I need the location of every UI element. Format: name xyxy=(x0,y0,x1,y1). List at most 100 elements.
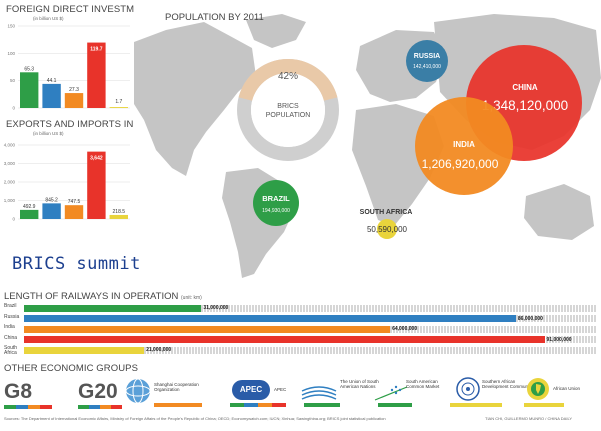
bubble-china-value: 1,348,120,000 xyxy=(482,98,568,113)
bubble-south-africa-value: 50,590,000 xyxy=(367,225,408,234)
sadc-label: Southern African Development Community xyxy=(482,379,533,389)
population-title: POPULATION BY 2011 xyxy=(165,12,264,23)
mercosur-emblem-icon xyxy=(374,385,408,401)
population-map: POPULATION BY 2011 42% BRICS POPULATION … xyxy=(134,0,601,283)
landmass-greenland xyxy=(246,14,306,48)
bubble-south-africa: SOUTH AFRICA 50,590,000 xyxy=(360,209,413,239)
bubble-brazil-name: BRAZIL xyxy=(262,194,290,203)
donut-label-line1: BRICS xyxy=(277,103,299,110)
fdi-chart: 150 100 50 0 65.3 44.1 27.3 119.7 1.7 xyxy=(7,24,130,111)
african-union-label: African Union xyxy=(553,386,581,391)
fdi-bar-russia xyxy=(42,83,61,108)
railway-value-label: 91,000,000 xyxy=(546,336,572,343)
railway-country-label: India xyxy=(4,324,15,330)
trade-chart: 4,000 3,000 2,000 1,000 0 492.9 845.2 747.5 3,6… xyxy=(4,143,130,222)
railway-row: 31,000,000 Brazil xyxy=(4,303,596,314)
fdi-data-label: 1.7 xyxy=(115,99,122,105)
fdi-data-label: 119.7 xyxy=(90,47,102,53)
sadc-emblem-icon xyxy=(456,377,480,401)
mercosur-logo xyxy=(374,383,408,406)
apec-color-bar xyxy=(230,403,286,407)
fdi-bar-india xyxy=(64,93,84,108)
trade-data-label: 492.9 xyxy=(23,204,36,210)
donut-brics-share xyxy=(238,59,338,102)
bubble-china-name: CHINA xyxy=(512,83,538,92)
brics-donut: 42% BRICS POPULATION xyxy=(237,59,339,161)
railway-track xyxy=(24,304,596,312)
fdi-tick-label: 100 xyxy=(7,51,15,56)
railways-title-row: LENGTH OF RAILWAYS IN OPERATION (unit: k… xyxy=(4,291,202,302)
fdi-bar-china xyxy=(87,42,106,109)
bubble-russia-value: 142,410,000 xyxy=(413,64,441,70)
trade-data-labels: 492.9 845.2 747.5 3,642 218.5 xyxy=(23,156,125,215)
fdi-data-label: 65.3 xyxy=(24,66,34,72)
railway-row: 91,000,000 China xyxy=(4,335,596,346)
g8-color-bar xyxy=(4,405,52,409)
trade-bars xyxy=(20,151,128,219)
sco-label: Shanghai Cooperation Organization xyxy=(154,382,199,392)
fdi-data-label: 44.1 xyxy=(47,78,57,84)
landmass-north-america xyxy=(134,22,256,176)
trade-bar-south-africa xyxy=(109,214,128,219)
landmass-australia xyxy=(524,184,594,240)
african-union-color-bar xyxy=(524,403,564,407)
sadc-logo xyxy=(456,377,480,406)
apec-logo: APEC xyxy=(232,380,270,400)
railway-row: 21,000,000 South Africa xyxy=(4,345,596,356)
trade-tick-label: 1,000 xyxy=(4,198,16,203)
trade-data-label: 845.2 xyxy=(45,197,58,203)
trade-data-label: 218.5 xyxy=(113,209,126,215)
brics-summit-caption: BRICS summit xyxy=(12,254,141,274)
credit-line: TIAN CHI, GUILLERMO MUNRO / CHINA DAILY xyxy=(485,416,573,421)
bubble-india-value: 1,206,920,000 xyxy=(422,157,499,171)
fdi-tick-label: 50 xyxy=(10,78,16,83)
g8-text: G8 xyxy=(4,380,33,403)
railway-bar xyxy=(24,304,202,312)
bubble-brazil: BRAZIL 194,930,000 xyxy=(253,180,299,226)
fdi-tick-label: 0 xyxy=(12,106,15,111)
sco-logo xyxy=(124,377,152,410)
bubble-south-africa-name: SOUTH AFRICA xyxy=(360,209,413,216)
railways-unit: (unit: km) xyxy=(181,295,202,301)
railway-country-label: Brazil xyxy=(4,303,17,309)
railway-bar xyxy=(24,346,145,354)
sadc-color-bar xyxy=(450,403,502,407)
trade-unit: (in billion US $) xyxy=(33,131,64,136)
g8-logo: G8 xyxy=(4,380,52,409)
trade-title: EXPORTS AND IMPORTS IN 2011 xyxy=(6,119,158,130)
trade-tick-label: 2,000 xyxy=(4,180,16,185)
donut-share-label: 42% xyxy=(278,71,298,82)
railway-track xyxy=(24,346,596,354)
sco-color-bar xyxy=(154,403,202,407)
unasur-logo xyxy=(300,383,338,406)
trade-tick-label: 4,000 xyxy=(4,143,16,148)
sources-note: Sources: The Department of International… xyxy=(4,416,386,421)
fdi-unit: (in billion US $) xyxy=(33,16,64,21)
bubble-india: INDIA 1,206,920,000 xyxy=(415,97,513,195)
mercosur-color-bar xyxy=(378,403,412,407)
african-union-logo xyxy=(526,377,550,406)
trade-tick-label: 3,000 xyxy=(4,161,16,166)
railway-country-label: South Africa xyxy=(4,345,18,356)
unasur-emblem-icon xyxy=(301,386,337,400)
fdi-data-label: 27.3 xyxy=(69,87,79,93)
fdi-bar-brazil xyxy=(20,72,39,108)
trade-data-label: 747.5 xyxy=(68,199,81,205)
fdi-data-labels: 65.3 44.1 27.3 119.7 1.7 xyxy=(24,47,122,105)
railway-row: 86,000,000 Russia xyxy=(4,314,596,325)
donut-label-line2: POPULATION xyxy=(266,112,311,119)
g20-text: G20 xyxy=(78,380,118,403)
railway-row: 64,000,000 India xyxy=(4,324,596,335)
railway-value-label: 86,000,000 xyxy=(517,315,543,322)
trade-bar-russia xyxy=(42,203,61,219)
african-union-emblem-icon xyxy=(527,378,549,400)
fdi-tick-label: 150 xyxy=(7,24,15,29)
donut-hole xyxy=(251,73,325,147)
railway-value-label: 64,000,000 xyxy=(392,326,418,332)
trade-bar-brazil xyxy=(20,209,39,219)
trade-axis-ticks: 4,000 3,000 2,000 1,000 0 xyxy=(4,143,130,222)
bubble-brazil-value: 194,930,000 xyxy=(262,208,290,214)
railways-chart: 31,000,000 Brazil 86,000,000 Russia 64,000,0… xyxy=(4,303,596,357)
fdi-bars xyxy=(20,42,128,109)
g20-logo: G20 xyxy=(78,380,122,409)
